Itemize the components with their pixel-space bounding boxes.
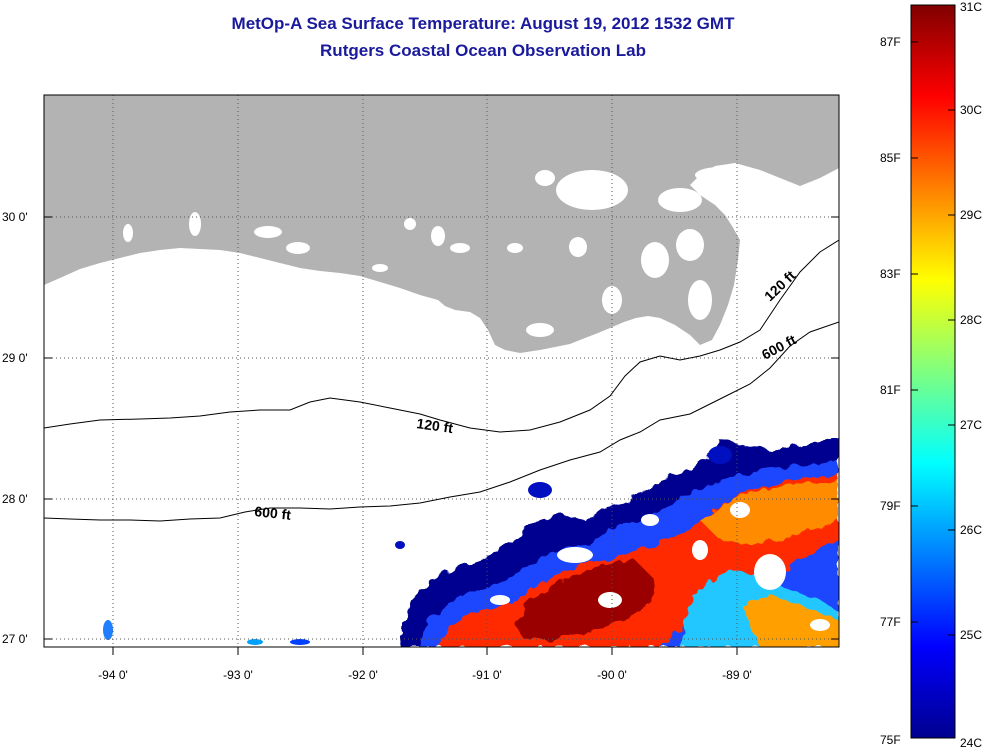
colorbar-ticks [911, 41, 955, 636]
colorbar-label-77f: 77F [880, 615, 901, 629]
colorbar-label-28c: 28C [960, 313, 983, 327]
lon-label-90: -90 0' [597, 668, 627, 682]
axis-ticks [44, 216, 839, 655]
colorbar [910, 4, 956, 739]
lon-label-91: -91 0' [472, 668, 502, 682]
map-title: MetOp-A Sea Surface Temperature: August … [231, 14, 735, 33]
colorbar-label-25c: 25C [960, 628, 983, 642]
colorbar-label-75f: 75F [880, 733, 901, 747]
contour-label-600ft-west: 600 ft [254, 503, 292, 523]
lon-label-92: -92 0' [348, 668, 378, 682]
lat-label-29: 29 0' [2, 351, 28, 365]
cloud-gaps [490, 502, 830, 631]
map-frame [43, 94, 840, 648]
colorbar-label-83f: 83F [880, 267, 901, 281]
colorbar-label-29c: 29C [960, 208, 983, 222]
map-subtitle: Rutgers Coastal Ocean Observation Lab [320, 41, 646, 60]
lon-label-93: -93 0' [223, 668, 253, 682]
sst-spots [103, 446, 732, 645]
bathymetry-contours [44, 239, 839, 522]
contour-label-120ft-west: 120 ft [416, 415, 455, 436]
colorbar-label-27c: 27C [960, 418, 983, 432]
colorbar-label-30c: 30C [960, 103, 983, 117]
colorbar-label-87f: 87F [880, 35, 901, 49]
colorbar-label-26c: 26C [960, 523, 983, 537]
colorbar-label-85f: 85F [880, 151, 901, 165]
colorbar-label-79f: 79F [880, 499, 901, 513]
map-grid [44, 95, 839, 647]
lat-label-30: 30 0' [2, 210, 28, 224]
colorbar-label-24c: 24C [960, 736, 983, 750]
colorbar-label-81f: 81F [880, 383, 901, 397]
inland-lakes [123, 167, 751, 337]
lat-label-28: 28 0' [2, 492, 28, 506]
land-mass [44, 95, 839, 353]
lat-label-27: 27 0' [2, 632, 28, 646]
colorbar-label-31c: 31C [960, 0, 983, 14]
lon-label-89: -89 0' [722, 668, 752, 682]
lon-label-94: -94 0' [98, 668, 128, 682]
